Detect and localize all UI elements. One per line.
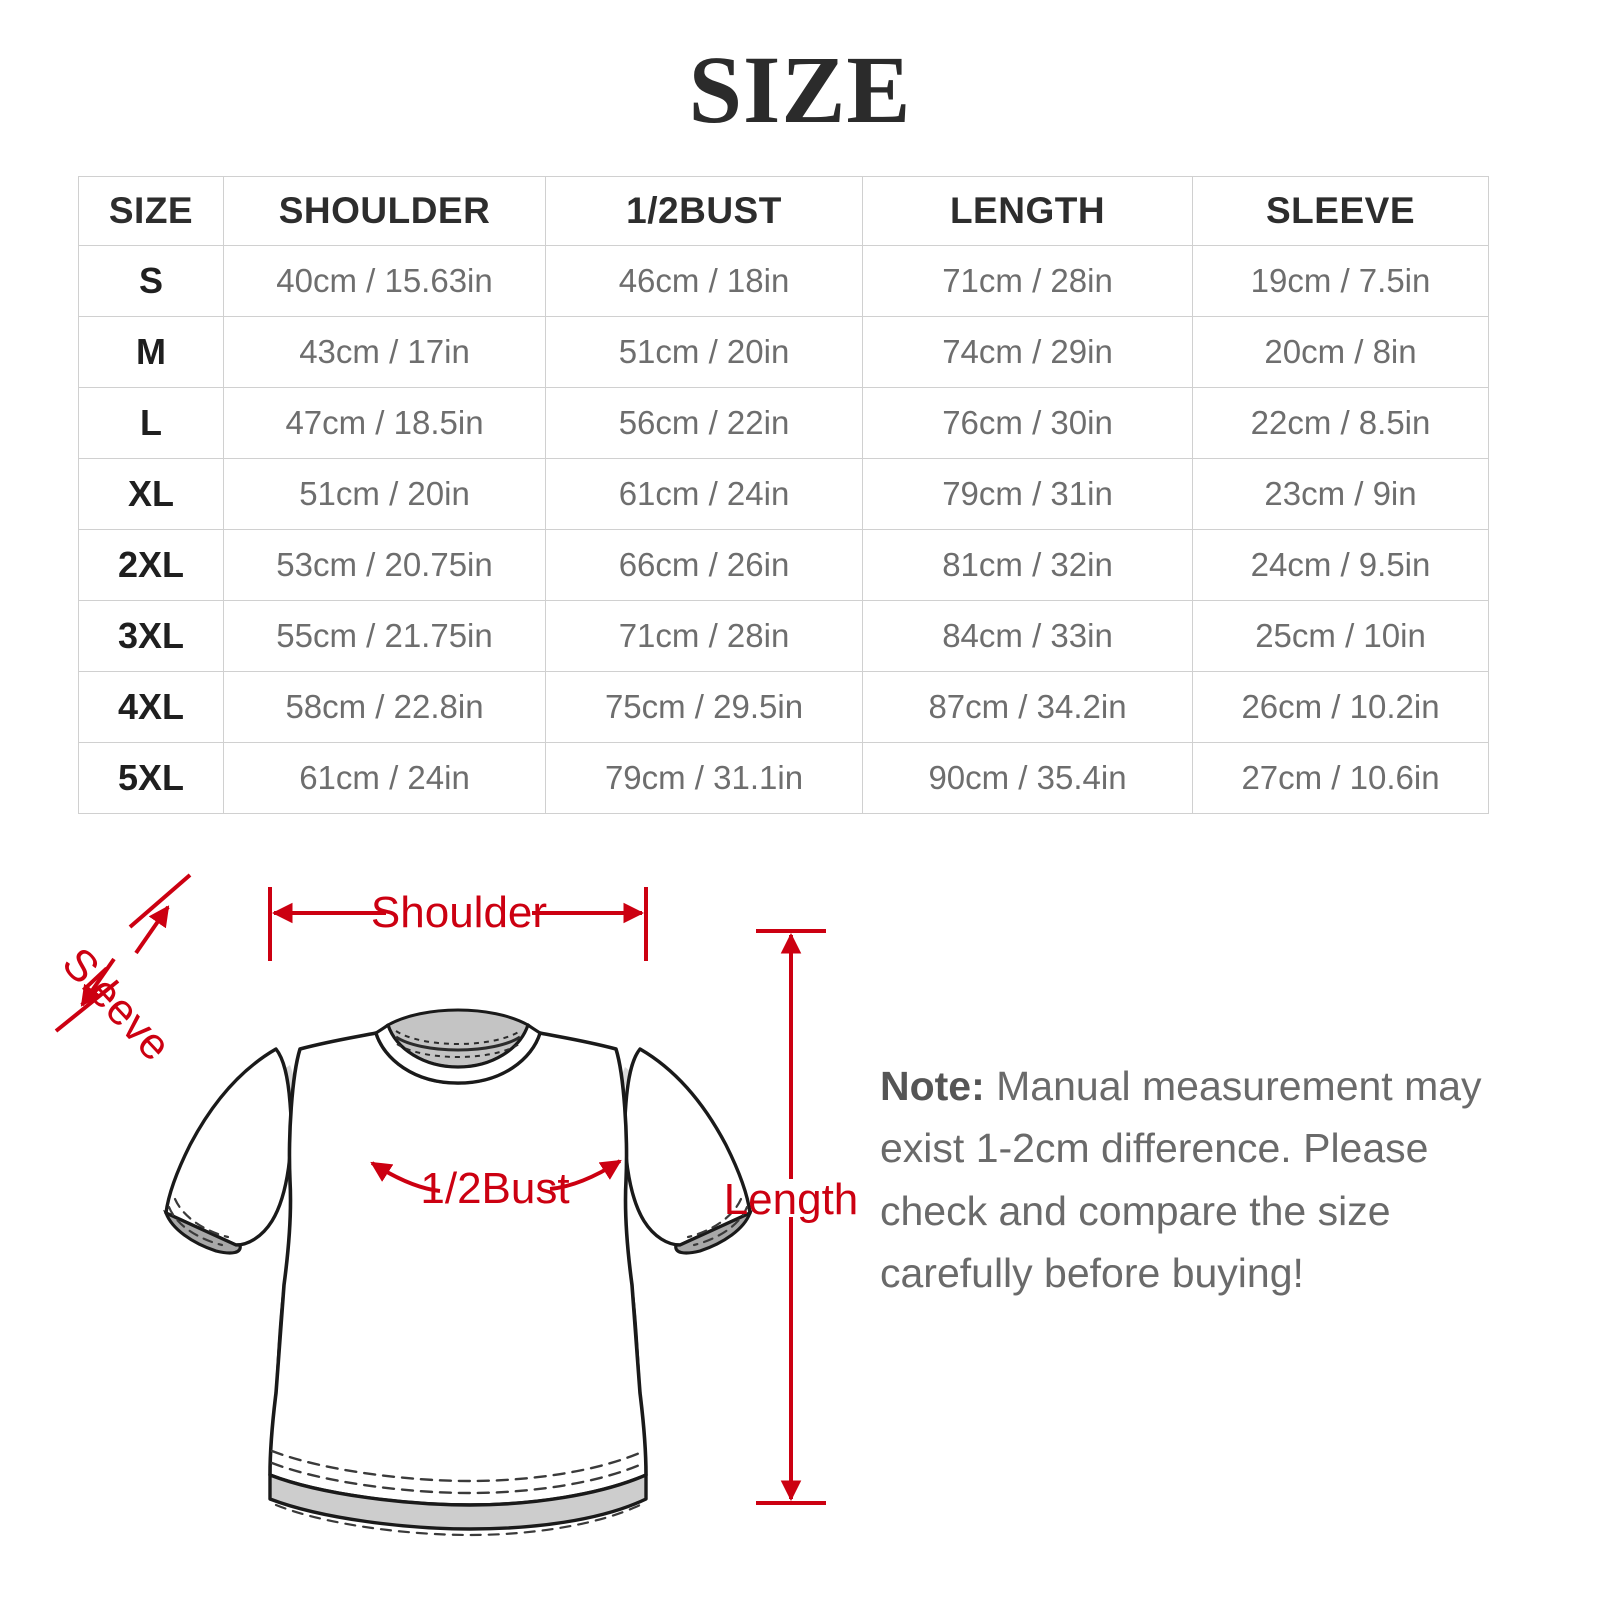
cell-bust: 66cm / 26in: [545, 529, 863, 601]
note-line-1: Manual measurement may: [984, 1063, 1482, 1109]
cell-length: 81cm / 32in: [862, 529, 1193, 601]
cell-length: 90cm / 35.4in: [862, 742, 1193, 814]
table-row: 5XL 61cm / 24in 79cm / 31.1in 90cm / 35.…: [78, 742, 1489, 814]
shirt-body: [268, 1031, 648, 1507]
table-header-row: SIZE SHOULDER 1/2BUST LENGTH SLEEVE: [78, 176, 1489, 246]
shoulder-label: Shoulder: [371, 888, 547, 937]
left-sleeve: [163, 1047, 293, 1255]
size-chart-table: SIZE SHOULDER 1/2BUST LENGTH SLEEVE S 40…: [78, 176, 1489, 814]
note-line-3: check and compare the size: [880, 1187, 1391, 1234]
cell-sleeve: 19cm / 7.5in: [1192, 245, 1489, 317]
cell-length: 76cm / 30in: [862, 387, 1193, 459]
cell-bust: 71cm / 28in: [545, 600, 863, 672]
cell-length: 79cm / 31in: [862, 458, 1193, 530]
cell-shoulder: 47cm / 18.5in: [223, 387, 546, 459]
table-row: 2XL 53cm / 20.75in 66cm / 26in 81cm / 32…: [78, 529, 1489, 601]
cell-shoulder: 53cm / 20.75in: [223, 529, 546, 601]
column-header-bust: 1/2BUST: [545, 176, 863, 246]
sleeve-measurement-annotation: Sleeve: [53, 873, 192, 1070]
cell-size: S: [78, 245, 224, 317]
cell-shoulder: 51cm / 20in: [223, 458, 546, 530]
cell-length: 74cm / 29in: [862, 316, 1193, 388]
column-header-size: SIZE: [78, 176, 224, 246]
cell-sleeve: 26cm / 10.2in: [1192, 671, 1489, 743]
cell-sleeve: 20cm / 8in: [1192, 316, 1489, 388]
cell-sleeve: 22cm / 8.5in: [1192, 387, 1489, 459]
column-header-sleeve: SLEEVE: [1192, 176, 1489, 246]
cell-shoulder: 61cm / 24in: [223, 742, 546, 814]
collar: [374, 1008, 542, 1085]
cell-shoulder: 43cm / 17in: [223, 316, 546, 388]
cell-size: 4XL: [78, 671, 224, 743]
bust-label: 1/2Bust: [420, 1164, 569, 1213]
cell-sleeve: 23cm / 9in: [1192, 458, 1489, 530]
cell-bust: 51cm / 20in: [545, 316, 863, 388]
table-row: S 40cm / 15.63in 46cm / 18in 71cm / 28in…: [78, 245, 1489, 317]
length-measurement-annotation: Length: [724, 929, 859, 1505]
length-label: Length: [724, 1175, 859, 1224]
bottom-hem: [268, 1449, 648, 1537]
measurement-note: Note: Manual measurement may exist 1-2cm…: [880, 1055, 1520, 1304]
table-row: 4XL 58cm / 22.8in 75cm / 29.5in 87cm / 3…: [78, 671, 1489, 743]
table-row: 3XL 55cm / 21.75in 71cm / 28in 84cm / 33…: [78, 600, 1489, 672]
cell-length: 84cm / 33in: [862, 600, 1193, 672]
cell-bust: 56cm / 22in: [545, 387, 863, 459]
note-line-2: exist 1-2cm difference. Please: [880, 1125, 1429, 1172]
cell-sleeve: 25cm / 10in: [1192, 600, 1489, 672]
cell-shoulder: 55cm / 21.75in: [223, 600, 546, 672]
table-row: XL 51cm / 20in 61cm / 24in 79cm / 31in 2…: [78, 458, 1489, 530]
right-sleeve: [623, 1047, 753, 1255]
column-header-shoulder: SHOULDER: [223, 176, 546, 246]
cell-shoulder: 58cm / 22.8in: [223, 671, 546, 743]
table-row: L 47cm / 18.5in 56cm / 22in 76cm / 30in …: [78, 387, 1489, 459]
sleeve-label: Sleeve: [53, 938, 181, 1070]
note-line-4: carefully before buying!: [880, 1249, 1304, 1296]
cell-size: L: [78, 387, 224, 459]
cell-bust: 61cm / 24in: [545, 458, 863, 530]
cell-sleeve: 24cm / 9.5in: [1192, 529, 1489, 601]
column-header-length: LENGTH: [862, 176, 1193, 246]
cell-bust: 75cm / 29.5in: [545, 671, 863, 743]
cell-size: 5XL: [78, 742, 224, 814]
cell-size: M: [78, 316, 224, 388]
cell-sleeve: 27cm / 10.6in: [1192, 742, 1489, 814]
shoulder-measurement-annotation: Shoulder: [268, 887, 648, 961]
note-label: Note:: [880, 1063, 985, 1109]
cell-shoulder: 40cm / 15.63in: [223, 245, 546, 317]
cell-bust: 46cm / 18in: [545, 245, 863, 317]
page-title: SIZE: [688, 36, 912, 143]
cell-bust: 79cm / 31.1in: [545, 742, 863, 814]
cell-size: 2XL: [78, 529, 224, 601]
table-row: M 43cm / 17in 51cm / 20in 74cm / 29in 20…: [78, 316, 1489, 388]
cell-size: 3XL: [78, 600, 224, 672]
bust-measurement-annotation: 1/2Bust: [370, 1159, 622, 1213]
cell-size: XL: [78, 458, 224, 530]
cell-length: 71cm / 28in: [862, 245, 1193, 317]
cell-length: 87cm / 34.2in: [862, 671, 1193, 743]
tshirt-measurement-diagram: Shoulder Sleeve 1/2Bust: [40, 845, 860, 1545]
